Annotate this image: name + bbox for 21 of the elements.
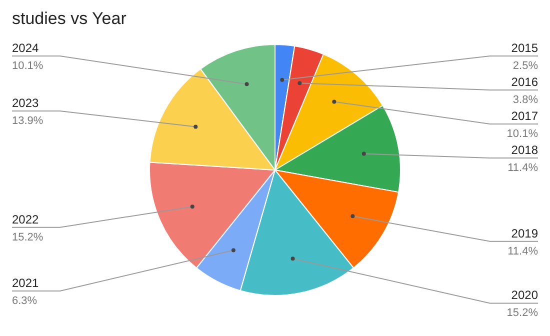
data-label: 11.4% — [508, 245, 538, 258]
data-label: 10.1% — [506, 128, 538, 140]
data-label: 13.9% — [12, 115, 44, 128]
data-label: 15.2% — [12, 231, 44, 244]
slice-label: 2020 — [511, 288, 538, 302]
data-label: 10.1% — [12, 60, 44, 72]
data-label: 2.5% — [512, 60, 538, 72]
slice-label: 2016 — [511, 75, 538, 89]
slice-label: 2017 — [511, 109, 538, 123]
slice-label: 2015 — [511, 41, 538, 55]
data-label: 3.8% — [512, 94, 538, 106]
chart-title: studies vs Year — [12, 9, 127, 28]
slice-label: 2019 — [511, 226, 538, 240]
slice-label: 2023 — [12, 96, 40, 110]
slice-label: 2018 — [511, 143, 538, 157]
slice-label: 2021 — [12, 276, 40, 290]
slice-label: 2024 — [12, 41, 40, 55]
slice-label: 2022 — [12, 212, 40, 226]
data-label: 15.2% — [506, 307, 538, 320]
data-label: 11.4% — [508, 162, 538, 174]
data-label: 6.3% — [12, 295, 38, 308]
